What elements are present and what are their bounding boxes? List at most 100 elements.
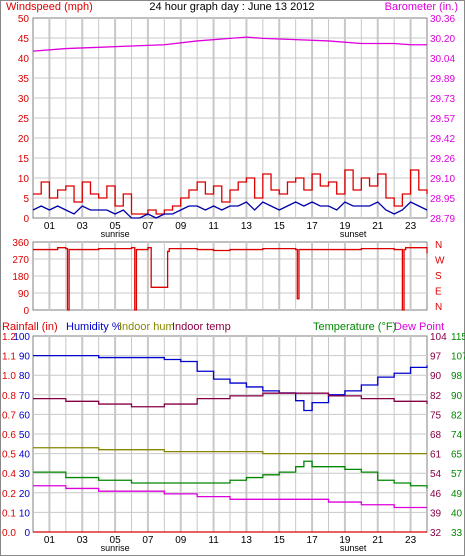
temperature-f-line (33, 460, 428, 489)
rainfall-axis-tick: 0.1 (2, 508, 16, 519)
dew-point-line (33, 485, 427, 509)
barometer-axis-tick: 29.89 (430, 74, 455, 85)
sunrise-label: sunrise (101, 229, 130, 239)
barometer-axis-tick: 29.73 (430, 94, 455, 105)
x-tick-label: 17 (307, 535, 319, 546)
humidity-axis-tick: 80 (19, 371, 31, 382)
wind-axis-tick: 5 (23, 194, 29, 205)
header-title: 24 hour graph day : June 13 2012 (149, 1, 314, 13)
x-tick-label: 23 (405, 221, 417, 232)
x-tick-label: 03 (77, 221, 89, 232)
indoor-hum-label: Indoor hum (119, 321, 175, 333)
celsius-axis-tick: 74 (451, 430, 463, 441)
direction-axis-tick: 90 (18, 289, 30, 300)
rainfall-axis-tick: 0.4 (2, 469, 16, 480)
celsius-axis-tick: 40 (451, 508, 463, 519)
rainfall-label: Rainfall (in) (2, 321, 58, 333)
wind-axis-tick: 45 (18, 34, 30, 45)
wind-axis-tick: 50 (18, 14, 30, 25)
wind-axis-tick: 35 (18, 74, 30, 85)
x-tick-label: 01 (44, 221, 56, 232)
x-tick-label: 13 (241, 221, 253, 232)
wind-direction-line (33, 247, 428, 311)
temperature-axis-tick: 104 (430, 332, 447, 343)
direction-axis-tick: 360 (12, 238, 29, 249)
sunset-label: sunset (340, 229, 367, 239)
humidity-axis-tick: 0 (24, 528, 30, 539)
barometer-axis-tick: 29.26 (430, 154, 455, 165)
humidity-axis-tick: 90 (19, 352, 31, 363)
compass-label: W (435, 256, 445, 267)
temperature-axis-tick: 82 (430, 391, 442, 402)
temperature-humidity-panel: 01 03 05 07 09 11 13 15 17 19 21 23 sunrise sunset 0.0… (2, 332, 465, 553)
humidity-axis-tick: 100 (13, 332, 30, 343)
compass-label: N (435, 240, 442, 251)
rainfall-axis-tick: 1.2 (2, 332, 16, 343)
wind-axis-tick: 15 (18, 154, 30, 165)
temperature-axis-tick: 75 (430, 410, 442, 421)
humidity-axis-tick: 40 (19, 450, 31, 461)
x-tick-label: 09 (175, 221, 187, 232)
x-tick-label: 05 (110, 535, 122, 546)
x-tick-label: 15 (274, 221, 286, 232)
humidity-axis-tick: 10 (19, 508, 31, 519)
direction-axis-tick: 180 (12, 272, 29, 283)
direction-axis-tick: 0 (23, 306, 29, 317)
barometer-axis-tick: 28.79 (430, 214, 455, 225)
x-tick-label: 13 (241, 535, 253, 546)
x-tick-label: 07 (142, 221, 154, 232)
compass-label: E (435, 287, 442, 298)
compass-label: S (435, 271, 442, 282)
barometer-axis-tick: 29.57 (430, 114, 455, 125)
indoor-hum-line (33, 447, 427, 455)
x-tick-label: 01 (44, 535, 56, 546)
x-tick-label: 11 (208, 535, 219, 546)
temperature-axis-tick: 97 (430, 352, 442, 363)
celsius-axis-tick: 98 (451, 371, 463, 382)
barometer-axis-tick: 29.10 (430, 174, 455, 185)
celsius-axis-tick: 115 (451, 332, 465, 343)
barometer-axis-tick: 30.20 (430, 34, 455, 45)
humidity-axis-tick: 60 (19, 410, 31, 421)
indoor-temp-line (33, 392, 428, 408)
celsius-axis-tick: 33 (451, 528, 463, 539)
celsius-axis-tick: 57 (451, 469, 463, 480)
windspeed-line (33, 169, 428, 215)
header-barometer-label: Barometer (in.) (385, 1, 458, 13)
wind-axis-tick: 0 (23, 214, 29, 225)
dew-point-label: Dew Point (394, 321, 444, 333)
barometer-axis-tick: 28.95 (430, 194, 455, 205)
celsius-axis-tick: 65 (451, 450, 463, 461)
rainfall-axis-tick: 0.2 (2, 489, 16, 500)
temperature-axis-tick: 90 (430, 371, 442, 382)
rainfall-axis-tick: 0.7 (2, 410, 16, 421)
header-windspeed-label: Windspeed (mph) (6, 1, 93, 13)
wind-axis-tick: 25 (18, 114, 30, 125)
x-tick-label: 03 (77, 535, 89, 546)
indoor-temp-label: Indoor temp (172, 321, 231, 333)
celsius-axis-tick: 49 (451, 489, 463, 500)
average-wind-line (32, 201, 428, 219)
barometer-axis-tick: 29.42 (430, 134, 455, 145)
temperature-axis-tick: 61 (430, 450, 442, 461)
sunset-label: sunset (340, 543, 367, 553)
x-tick-label: 19 (339, 535, 351, 546)
temperature-axis-tick: 32 (430, 528, 442, 539)
x-tick-label: 05 (110, 221, 122, 232)
x-tick-label: 23 (405, 535, 417, 546)
barometer-line (32, 36, 427, 52)
sunrise-label: sunrise (101, 543, 130, 553)
x-tick-label: 09 (175, 535, 187, 546)
x-tick-label: 17 (307, 221, 319, 232)
wind-barometer-panel: 01 03 05 07 09 11 13 15 17 19 21 23 sunrise sunset 0 28… (18, 14, 456, 239)
barometer-axis-tick: 30.36 (430, 14, 455, 25)
compass-label: N (435, 302, 442, 313)
humidity-axis-tick: 20 (19, 489, 31, 500)
celsius-axis-tick: 82 (451, 410, 463, 421)
humidity-label: Humidity % (66, 321, 122, 333)
wind-axis-tick: 10 (18, 174, 30, 185)
temperature-axis-tick: 54 (430, 469, 442, 480)
humidity-axis-tick: 70 (19, 391, 31, 402)
